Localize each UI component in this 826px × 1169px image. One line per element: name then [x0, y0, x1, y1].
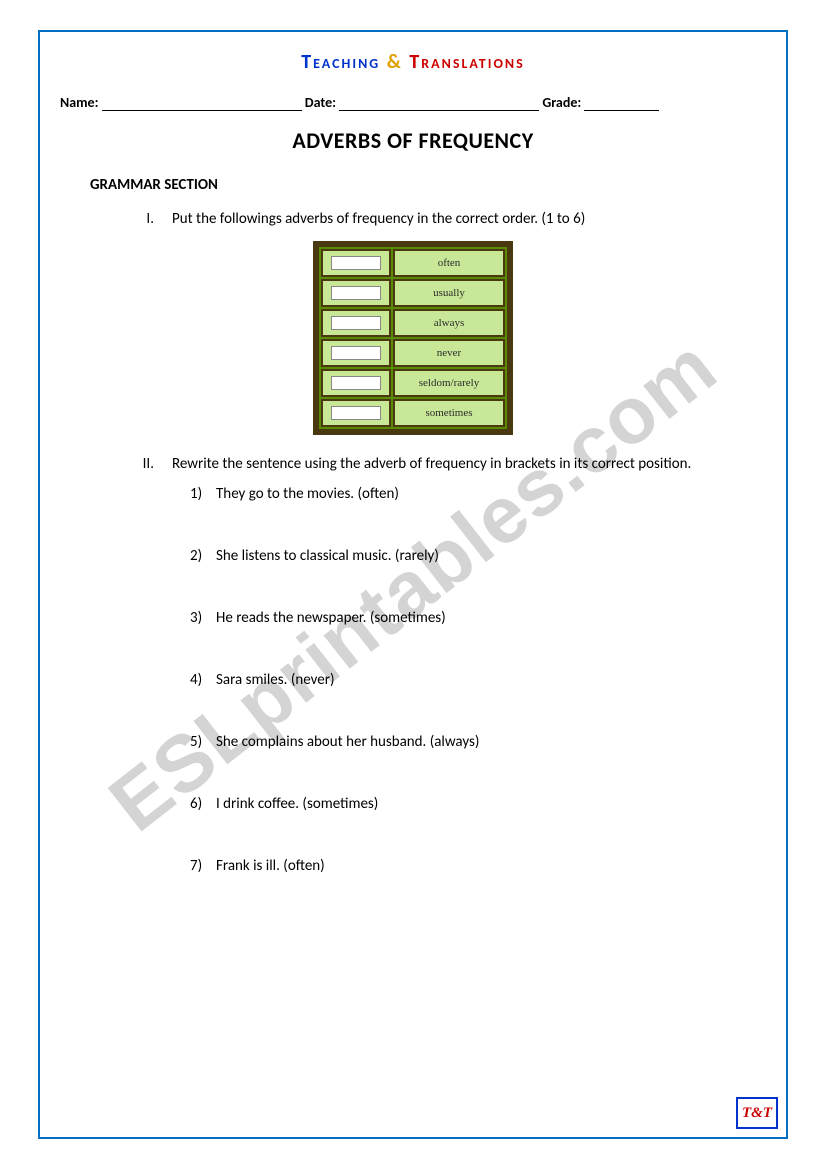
- adverb-label-3: never: [393, 339, 505, 367]
- question-item: 3) He reads the newspaper. (sometimes): [190, 609, 766, 627]
- instruction-2-text: Rewrite the sentence using the adverb of…: [172, 453, 766, 476]
- name-blank[interactable]: [102, 97, 302, 111]
- adverb-input-cell: [321, 369, 391, 397]
- date-label: Date:: [305, 94, 336, 111]
- question-text: They go to the movies. (often): [216, 485, 399, 503]
- questions-list: 1) They go to the movies. (often) 2) She…: [190, 485, 766, 875]
- question-text: He reads the newspaper. (sometimes): [216, 609, 446, 627]
- grade-blank[interactable]: [584, 97, 659, 111]
- worksheet-title: ADVERBS OF FREQUENCY: [60, 127, 766, 154]
- instruction-1-text: Put the followings adverbs of frequency …: [172, 208, 766, 231]
- adverb-input-cell: [321, 249, 391, 277]
- question-text: Sara smiles. (never): [216, 671, 335, 689]
- brand-translations: Translations: [409, 50, 524, 74]
- adverb-input-cell: [321, 309, 391, 337]
- adverb-row: sometimes: [321, 399, 505, 427]
- student-info-line: Name: Date: Grade:: [60, 94, 766, 111]
- adverb-input-3[interactable]: [331, 346, 381, 360]
- adverb-ordering-box: often usually always never seldom/rarely…: [313, 241, 513, 435]
- adverb-label-2: always: [393, 309, 505, 337]
- adverb-input-0[interactable]: [331, 256, 381, 270]
- question-num: 3): [190, 609, 216, 627]
- date-blank[interactable]: [339, 97, 539, 111]
- adverb-row: never: [321, 339, 505, 367]
- adverb-row: seldom/rarely: [321, 369, 505, 397]
- adverb-row: always: [321, 309, 505, 337]
- question-item: 6) I drink coffee. (sometimes): [190, 795, 766, 813]
- instruction-1-roman: I.: [138, 208, 172, 231]
- question-num: 4): [190, 671, 216, 689]
- brand-teaching: Teaching: [301, 50, 380, 74]
- question-item: 4) Sara smiles. (never): [190, 671, 766, 689]
- question-text: Frank is ill. (often): [216, 857, 325, 875]
- adverb-input-cell: [321, 399, 391, 427]
- adverb-input-5[interactable]: [331, 406, 381, 420]
- adverb-label-0: often: [393, 249, 505, 277]
- question-item: 7) Frank is ill. (often): [190, 857, 766, 875]
- instruction-2: II. Rewrite the sentence using the adver…: [138, 453, 766, 476]
- brand-header: Teaching & Translations: [60, 50, 766, 74]
- section-label: GRAMMAR SECTION: [90, 176, 766, 194]
- adverb-input-4[interactable]: [331, 376, 381, 390]
- worksheet-content: Teaching & Translations Name: Date: Grad…: [60, 50, 766, 1119]
- adverb-input-cell: [321, 279, 391, 307]
- adverb-label-4: seldom/rarely: [393, 369, 505, 397]
- question-text: She listens to classical music. (rarely): [216, 547, 439, 565]
- question-text: She complains about her husband. (always…: [216, 733, 479, 751]
- brand-amp: &: [387, 50, 403, 74]
- question-item: 1) They go to the movies. (often): [190, 485, 766, 503]
- question-item: 5) She complains about her husband. (alw…: [190, 733, 766, 751]
- adverb-input-1[interactable]: [331, 286, 381, 300]
- adverb-row: usually: [321, 279, 505, 307]
- adverb-input-cell: [321, 339, 391, 367]
- question-text: I drink coffee. (sometimes): [216, 795, 378, 813]
- grade-label: Grade:: [542, 94, 581, 111]
- adverb-label-5: sometimes: [393, 399, 505, 427]
- question-num: 6): [190, 795, 216, 813]
- name-label: Name:: [60, 94, 98, 111]
- adverb-input-2[interactable]: [331, 316, 381, 330]
- question-num: 2): [190, 547, 216, 565]
- brand-logo: T&T: [736, 1097, 778, 1129]
- instruction-1: I. Put the followings adverbs of frequen…: [138, 208, 766, 231]
- question-num: 5): [190, 733, 216, 751]
- adverb-label-1: usually: [393, 279, 505, 307]
- adverb-row: often: [321, 249, 505, 277]
- instruction-2-roman: II.: [138, 453, 172, 476]
- question-item: 2) She listens to classical music. (rare…: [190, 547, 766, 565]
- question-num: 7): [190, 857, 216, 875]
- question-num: 1): [190, 485, 216, 503]
